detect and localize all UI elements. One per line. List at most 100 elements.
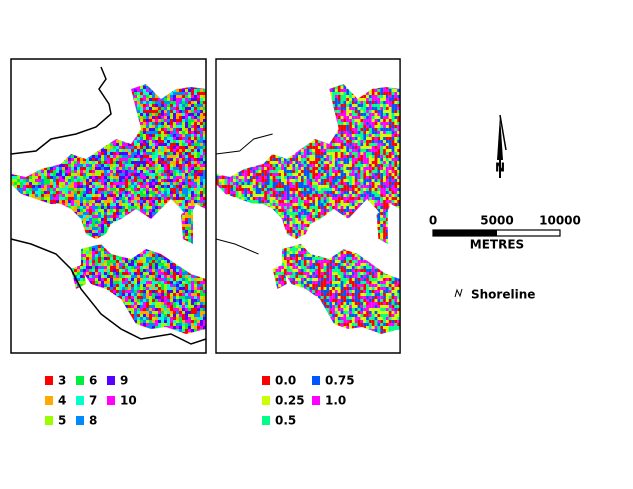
raster-cell: [158, 281, 161, 284]
raster-cell: [176, 251, 179, 254]
raster-cell: [32, 191, 35, 194]
raster-cell: [182, 248, 185, 251]
raster-cell: [137, 245, 140, 248]
raster-cell: [167, 95, 170, 98]
raster-cell: [143, 119, 146, 122]
raster-cell: [194, 206, 197, 209]
raster-cell: [92, 215, 95, 218]
raster-cell: [98, 227, 101, 230]
raster-cell: [116, 101, 119, 104]
raster-cell: [47, 188, 50, 191]
raster-cell: [86, 242, 89, 245]
raster-cell: [170, 68, 173, 71]
raster-cell: [26, 125, 29, 128]
raster-cell: [167, 173, 170, 176]
raster-cell: [86, 197, 89, 200]
raster-cell: [155, 84, 158, 86]
raster-cell: [92, 254, 95, 257]
raster-cell: [194, 107, 197, 110]
raster-cell: [80, 170, 83, 173]
raster-cell: [29, 95, 32, 98]
raster-cell: [47, 125, 50, 128]
raster-cell: [74, 254, 77, 257]
raster-cell: [44, 119, 47, 122]
raster-cell: [146, 155, 149, 158]
raster-cell: [116, 278, 119, 281]
raster-cell: [119, 254, 122, 257]
raster-cell: [86, 248, 89, 251]
raster-cell: [44, 179, 47, 182]
raster-cell: [116, 254, 119, 257]
raster-cell: [65, 95, 68, 98]
raster-cell: [83, 230, 86, 233]
raster-cell: [101, 128, 104, 131]
raster-cell: [35, 287, 38, 290]
raster-cell: [38, 221, 41, 224]
raster-cell: [59, 89, 62, 92]
raster-cell: [38, 86, 41, 89]
raster-cell: [116, 131, 119, 134]
raster-cell: [62, 74, 65, 77]
raster-cell: [17, 218, 20, 221]
raster-cell: [173, 71, 176, 74]
raster-cell: [65, 224, 68, 227]
raster-cell: [170, 140, 173, 143]
raster-cell: [155, 209, 158, 212]
raster-cell: [176, 146, 179, 149]
raster-cell: [59, 200, 62, 203]
raster-cell: [119, 155, 122, 158]
raster-cell: [137, 161, 140, 164]
raster-cell: [152, 242, 155, 245]
raster-cell: [89, 119, 92, 122]
raster-cell: [200, 62, 203, 65]
raster-cell: [62, 125, 65, 128]
raster-cell: [191, 140, 194, 143]
raster-cell: [155, 92, 158, 95]
raster-cell: [173, 257, 176, 260]
raster-cell: [167, 119, 170, 122]
raster-cell: [131, 248, 134, 251]
raster-cell: [50, 98, 53, 101]
raster-cell: [161, 209, 164, 212]
raster-cell: [35, 84, 38, 86]
raster-cell: [149, 164, 152, 167]
raster-cell: [74, 125, 77, 128]
raster-cell: [92, 92, 95, 95]
raster-cell: [176, 155, 179, 158]
raster-cell: [137, 116, 140, 119]
raster-cell: [131, 224, 134, 227]
raster-cell: [170, 62, 173, 65]
raster-cell: [14, 257, 17, 260]
raster-cell: [155, 89, 158, 92]
raster-cell: [35, 125, 38, 128]
raster-cell: [41, 164, 44, 167]
raster-cell: [128, 122, 131, 125]
raster-cell: [59, 131, 62, 134]
raster-cell: [56, 98, 59, 101]
raster-cell: [44, 125, 47, 128]
raster-cell: [200, 266, 203, 269]
raster-cell: [71, 224, 74, 227]
raster-cell: [182, 137, 185, 140]
raster-cell: [128, 185, 131, 188]
raster-cell: [110, 200, 113, 203]
raster-cell: [29, 164, 32, 167]
raster-cell: [86, 194, 89, 197]
raster-cell: [53, 200, 56, 203]
raster-cell: [17, 71, 20, 74]
raster-cell: [167, 254, 170, 257]
raster-cell: [146, 209, 149, 212]
raster-cell: [20, 251, 23, 254]
raster-cell: [65, 65, 68, 68]
raster-cell: [14, 191, 17, 194]
raster-cell: [14, 260, 17, 263]
raster-cell: [197, 167, 200, 170]
raster-cell: [35, 65, 38, 68]
raster-cell: [107, 95, 110, 98]
raster-cell: [173, 84, 176, 86]
raster-cell: [170, 269, 173, 272]
raster-cell: [179, 65, 182, 68]
raster-cell: [191, 116, 194, 119]
raster-cell: [32, 101, 35, 104]
raster-cell: [104, 236, 107, 239]
